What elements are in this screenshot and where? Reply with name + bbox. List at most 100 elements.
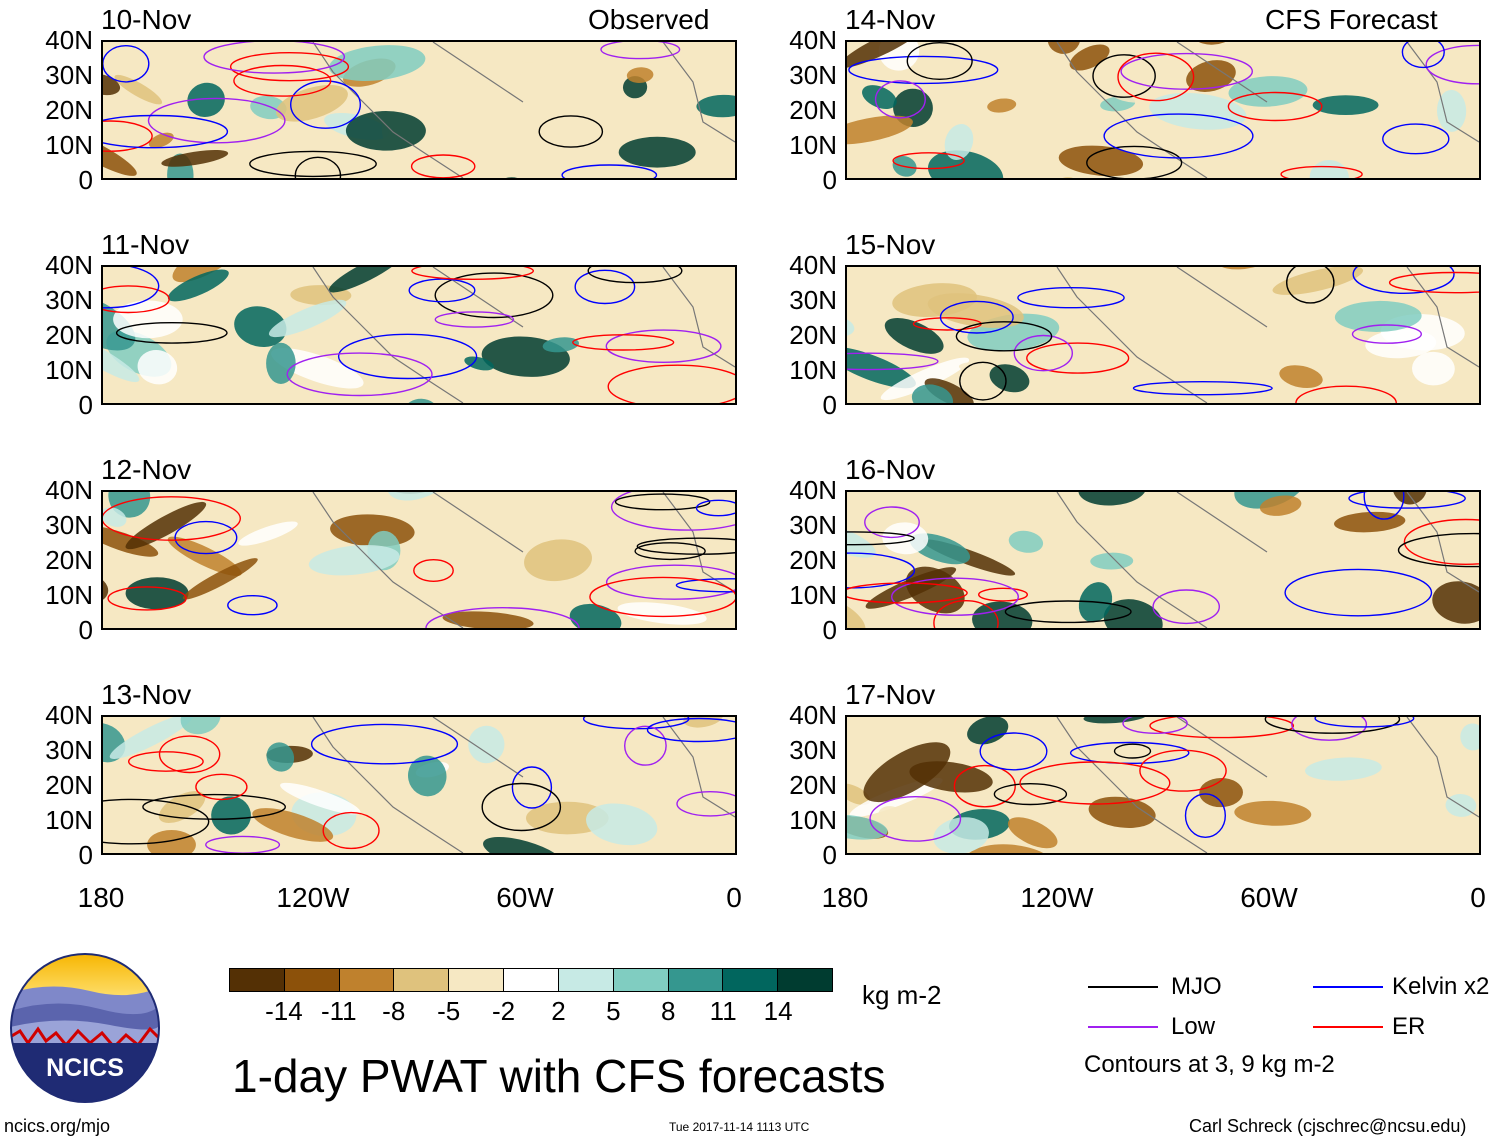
lat-label: 30N — [789, 285, 837, 315]
lat-label: 30N — [45, 285, 93, 315]
lat-label: 40N — [45, 250, 93, 280]
colorbar-swatch — [668, 969, 724, 991]
legend-er-line — [1313, 1026, 1383, 1028]
legend-mjo-label: MJO — [1171, 973, 1222, 1000]
lon-label-120w-left: 120W — [276, 882, 350, 913]
colorbar-tick: 11 — [709, 996, 737, 1026]
lat-label: 10N — [789, 805, 837, 835]
lat-label: 0 — [78, 615, 93, 645]
legend-kelvin-line — [1313, 986, 1383, 988]
colorbar-tick: 5 — [606, 996, 621, 1026]
footer-author: Carl Schreck (cjschrec@ncsu.edu) — [1189, 1116, 1467, 1136]
map-panel-15nov — [845, 265, 1481, 405]
legend-low-line — [1088, 1026, 1158, 1028]
legend-kelvin-label: Kelvin x2 — [1392, 973, 1490, 1000]
colorbar-swatch — [284, 969, 340, 991]
pwat-anomaly-map — [847, 42, 1479, 178]
lat-label: 30N — [789, 60, 837, 90]
colorbar-swatch — [394, 969, 450, 991]
pwat-anomaly-map — [103, 717, 735, 853]
cfs-forecast-label: CFS Forecast — [1265, 4, 1438, 35]
colorbar-tick: -8 — [382, 996, 406, 1026]
colorbar-swatch — [230, 969, 285, 991]
ncics-logo-text: NCICS — [46, 1054, 124, 1082]
panel-date-12nov: 12-Nov — [101, 454, 192, 485]
lat-label: 20N — [45, 320, 93, 350]
pwat-anomaly-map — [103, 267, 735, 403]
lat-label: 0 — [78, 390, 93, 420]
lat-label: 0 — [822, 615, 837, 645]
lat-label: 0 — [822, 840, 837, 870]
ncics-logo: NCICS — [10, 953, 160, 1103]
lon-label-120w-right: 120W — [1020, 882, 1094, 913]
lat-label: 40N — [45, 25, 93, 55]
lat-label: 30N — [789, 735, 837, 765]
map-panel-17nov — [845, 715, 1481, 855]
lat-label: 20N — [45, 95, 93, 125]
panel-date-14nov: 14-Nov — [845, 4, 936, 35]
panel-date-10nov: 10-Nov — [101, 4, 192, 35]
colorbar-swatch — [723, 969, 779, 991]
lat-label: 20N — [45, 545, 93, 575]
lon-label-180-left: 180 — [77, 882, 125, 913]
lat-label: 20N — [789, 320, 837, 350]
map-panel-11nov — [101, 265, 737, 405]
footer-timestamp: Tue 2017-11-14 1113 UTC — [669, 1120, 810, 1134]
map-panel-13nov — [101, 715, 737, 855]
lat-label: 40N — [45, 700, 93, 730]
lon-label-60w-right: 60W — [1240, 882, 1298, 913]
lon-label-60w-left: 60W — [496, 882, 554, 913]
legend-mjo-line — [1088, 986, 1158, 988]
colorbar-swatch — [339, 969, 395, 991]
pwat-anomaly-map — [847, 492, 1479, 628]
legend-contours-note: Contours at 3, 9 kg m-2 — [1084, 1051, 1335, 1078]
colorbar-units: kg m-2 — [862, 980, 942, 1010]
lat-label: 20N — [45, 770, 93, 800]
map-panel-10nov — [101, 40, 737, 180]
lat-label: 0 — [822, 390, 837, 420]
colorbar-swatch — [504, 969, 559, 991]
panel-date-17nov: 17-Nov — [845, 679, 936, 710]
lat-label: 30N — [789, 510, 837, 540]
lat-label: 10N — [45, 355, 93, 385]
colorbar-swatch — [449, 969, 505, 991]
panel-date-16nov: 16-Nov — [845, 454, 936, 485]
colorbar — [229, 968, 833, 992]
lat-label: 40N — [789, 25, 837, 55]
lat-label: 30N — [45, 510, 93, 540]
legend-low-label: Low — [1171, 1013, 1216, 1040]
lat-label: 10N — [789, 580, 837, 610]
colorbar-tick: 8 — [661, 996, 676, 1026]
colorbar-tick: -14 — [265, 996, 303, 1026]
lat-label: 10N — [789, 130, 837, 160]
lat-label: 0 — [822, 165, 837, 195]
lat-label: 10N — [45, 130, 93, 160]
lat-label: 40N — [45, 475, 93, 505]
figure-title: 1-day PWAT with CFS forecasts — [232, 1050, 886, 1102]
pwat-anomaly-map — [103, 42, 735, 178]
colorbar-swatch — [558, 969, 614, 991]
colorbar-tick: -5 — [437, 996, 461, 1026]
lon-label-0-left: 0 — [726, 882, 742, 913]
footer-url: ncics.org/mjo — [4, 1116, 111, 1136]
colorbar-tick: -11 — [320, 996, 357, 1026]
map-panel-14nov — [845, 40, 1481, 180]
colorbar-tick: 14 — [763, 996, 793, 1026]
lat-label: 20N — [789, 95, 837, 125]
lat-label: 20N — [789, 770, 837, 800]
lat-label: 10N — [789, 355, 837, 385]
lon-label-0-right: 0 — [1470, 882, 1486, 913]
colorbar-swatch — [613, 969, 669, 991]
lat-label: 30N — [45, 735, 93, 765]
lat-label: 10N — [45, 580, 93, 610]
map-panel-16nov — [845, 490, 1481, 630]
panel-date-15nov: 15-Nov — [845, 229, 936, 260]
map-panel-12nov — [101, 490, 737, 630]
lat-label: 0 — [78, 840, 93, 870]
panel-date-13nov: 13-Nov — [101, 679, 192, 710]
lat-label: 40N — [789, 250, 837, 280]
lat-label: 30N — [45, 60, 93, 90]
legend-er-label: ER — [1392, 1013, 1426, 1040]
pwat-anomaly-map — [847, 717, 1479, 853]
colorbar-tick: -2 — [491, 996, 516, 1026]
